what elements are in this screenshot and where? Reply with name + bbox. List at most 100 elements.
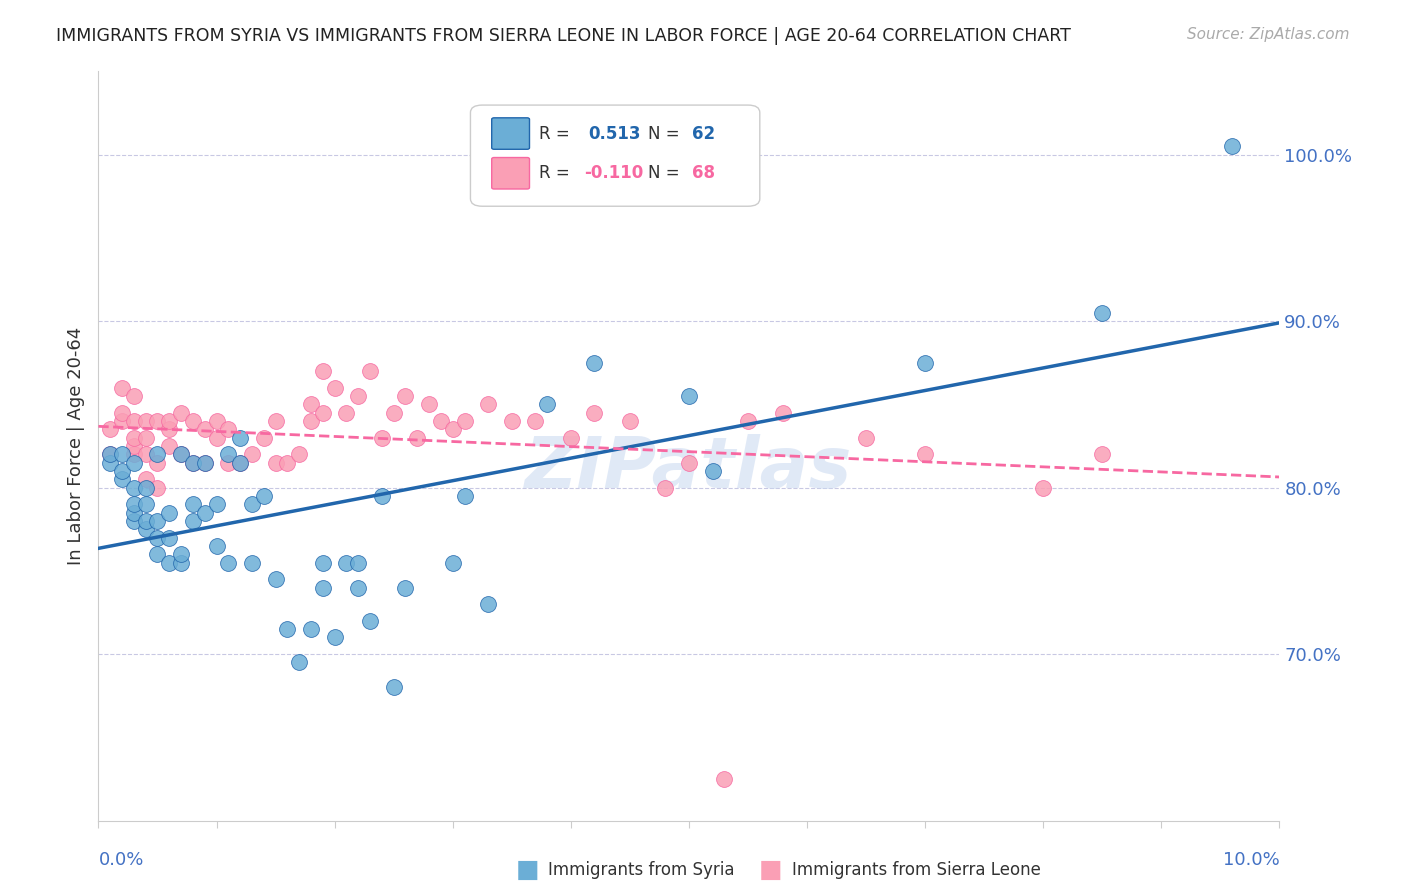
Point <box>312 364 335 378</box>
Point <box>135 497 157 511</box>
Point <box>477 397 499 411</box>
Point <box>678 389 700 403</box>
Point <box>98 447 121 461</box>
Point <box>135 514 157 528</box>
Point <box>157 506 180 520</box>
Text: 10.0%: 10.0% <box>1223 851 1279 869</box>
Point <box>335 406 357 420</box>
Point <box>264 414 287 428</box>
Point <box>194 456 217 470</box>
Point <box>453 489 475 503</box>
Point <box>299 622 322 636</box>
Point <box>382 681 405 695</box>
Point <box>157 422 180 436</box>
Point <box>122 389 145 403</box>
Text: ■: ■ <box>759 858 782 881</box>
Text: 62: 62 <box>693 125 716 143</box>
Point <box>406 431 429 445</box>
FancyBboxPatch shape <box>471 105 759 206</box>
Point <box>240 497 263 511</box>
Point <box>217 422 239 436</box>
Point <box>347 581 370 595</box>
Point <box>217 556 239 570</box>
Point <box>524 414 547 428</box>
Text: N =: N = <box>648 125 679 143</box>
Point <box>583 356 606 370</box>
Point <box>418 397 440 411</box>
Point <box>560 431 582 445</box>
Point <box>122 431 145 445</box>
Point <box>122 481 145 495</box>
Point <box>276 622 298 636</box>
Text: IMMIGRANTS FROM SYRIA VS IMMIGRANTS FROM SIERRA LEONE IN LABOR FORCE | AGE 20-64: IMMIGRANTS FROM SYRIA VS IMMIGRANTS FROM… <box>56 27 1071 45</box>
Point <box>1032 481 1054 495</box>
Point <box>157 439 180 453</box>
Point <box>229 456 252 470</box>
Point <box>619 414 641 428</box>
Point <box>737 414 759 428</box>
Point <box>135 522 157 536</box>
FancyBboxPatch shape <box>492 158 530 189</box>
Point <box>359 614 381 628</box>
Point <box>111 472 134 486</box>
Point <box>288 656 311 670</box>
Y-axis label: In Labor Force | Age 20-64: In Labor Force | Age 20-64 <box>66 326 84 566</box>
Point <box>323 381 346 395</box>
Point <box>914 356 936 370</box>
Point <box>170 556 193 570</box>
Text: Immigrants from Sierra Leone: Immigrants from Sierra Leone <box>792 861 1040 879</box>
Point <box>323 631 346 645</box>
Point <box>217 447 239 461</box>
Point <box>98 456 121 470</box>
Point <box>359 364 381 378</box>
Point <box>1091 447 1114 461</box>
Point <box>678 456 700 470</box>
Point <box>146 414 169 428</box>
Text: 0.0%: 0.0% <box>98 851 143 869</box>
Point <box>111 464 134 478</box>
Point <box>205 414 228 428</box>
Point <box>205 539 228 553</box>
Point <box>98 422 121 436</box>
Point <box>170 406 193 420</box>
Text: 0.513: 0.513 <box>589 125 641 143</box>
Point <box>240 556 263 570</box>
Point <box>98 447 121 461</box>
Point <box>181 514 204 528</box>
Point <box>111 414 134 428</box>
Point <box>371 431 394 445</box>
Point <box>181 456 204 470</box>
Point <box>181 497 204 511</box>
Point <box>122 506 145 520</box>
Point <box>170 447 193 461</box>
Point <box>382 406 405 420</box>
Point <box>146 531 169 545</box>
Point <box>157 531 180 545</box>
Point <box>122 414 145 428</box>
Point <box>135 481 157 495</box>
Point <box>122 439 145 453</box>
Point <box>111 406 134 420</box>
Text: Immigrants from Syria: Immigrants from Syria <box>548 861 735 879</box>
Point <box>122 447 145 461</box>
FancyBboxPatch shape <box>492 118 530 149</box>
Point <box>772 406 794 420</box>
Point <box>312 556 335 570</box>
Point <box>583 406 606 420</box>
Point <box>111 447 134 461</box>
Text: ZIPatlas: ZIPatlas <box>526 434 852 503</box>
Point <box>181 456 204 470</box>
Point <box>394 389 416 403</box>
Point <box>1091 306 1114 320</box>
Point <box>1220 139 1243 153</box>
Point <box>347 389 370 403</box>
Point <box>430 414 453 428</box>
Point <box>157 556 180 570</box>
Point <box>146 547 169 561</box>
Point <box>194 456 217 470</box>
Point <box>194 506 217 520</box>
Point <box>299 397 322 411</box>
Point <box>501 414 523 428</box>
Point <box>453 414 475 428</box>
Point <box>276 456 298 470</box>
